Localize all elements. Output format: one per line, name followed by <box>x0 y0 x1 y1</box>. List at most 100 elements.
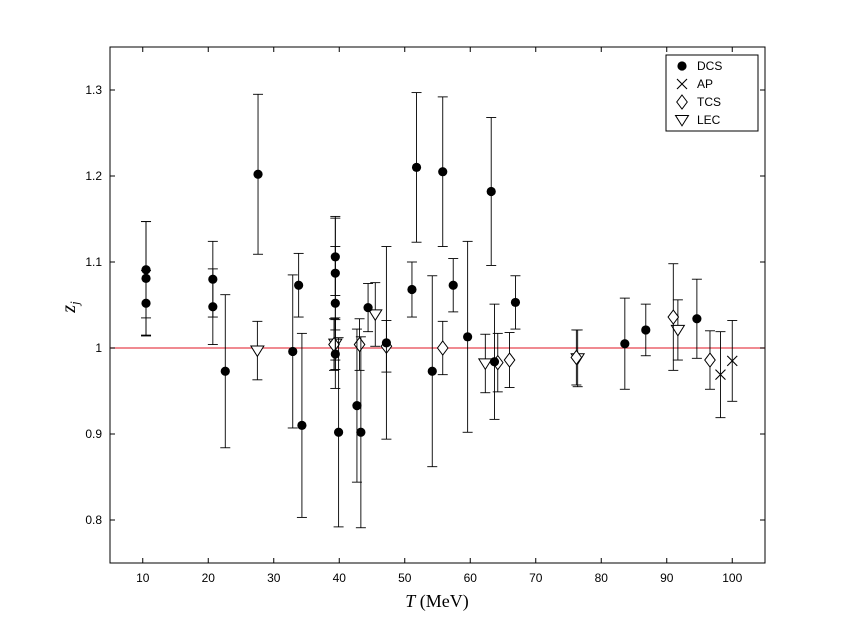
marker-dcs <box>330 349 340 359</box>
marker-dcs <box>463 332 473 342</box>
y-tick-label: 0.9 <box>85 427 102 441</box>
data-point-dcs <box>220 294 231 449</box>
data-point-tcs <box>667 263 680 371</box>
data-point-dcs <box>207 268 218 346</box>
data-point-dcs <box>330 319 341 389</box>
data-point-dcs <box>333 337 344 528</box>
x-tick-label: 70 <box>529 571 543 585</box>
data-point-ap <box>726 320 738 402</box>
x-tick-label: 20 <box>202 571 216 585</box>
marker-dcs <box>220 366 230 376</box>
data-point-dcs <box>691 278 702 359</box>
legend-label: DCS <box>697 59 722 73</box>
marker-lec <box>670 324 686 337</box>
marker-dcs <box>208 302 218 312</box>
legend-marker-tcs <box>676 94 688 110</box>
marker-dcs <box>486 186 496 197</box>
y-tick-label: 1.2 <box>85 169 102 183</box>
x-tick-label: 80 <box>595 571 609 585</box>
marker-dcs <box>352 401 362 411</box>
x-tick-label: 50 <box>398 571 412 585</box>
data-point-ap <box>715 331 726 419</box>
legend-label: TCS <box>697 95 721 109</box>
data-point-dcs <box>640 303 651 357</box>
marker-tcs <box>436 340 449 356</box>
marker-lec <box>249 345 265 358</box>
data-point-dcs <box>462 240 473 433</box>
x-tick-label: 40 <box>333 571 347 585</box>
data-point-dcs <box>486 117 497 266</box>
data-point-dcs <box>287 274 298 429</box>
legend: DCS AP TCS LEC <box>665 54 759 132</box>
marker-lec <box>477 358 493 371</box>
data-point-dcs <box>363 283 374 333</box>
data-point-dcs <box>427 275 438 468</box>
data-point-lec <box>249 320 265 381</box>
marker-dcs <box>333 427 344 437</box>
marker-dcs <box>641 325 651 335</box>
marker-dcs <box>253 169 263 179</box>
plot-area <box>109 46 766 564</box>
y-tick-label: 1.3 <box>85 83 102 97</box>
marker-dcs <box>288 346 298 357</box>
data-point-dcs <box>437 96 448 247</box>
legend-item-tcs: TCS <box>676 94 721 110</box>
data-point-dcs <box>355 336 366 529</box>
x-tick-label: 30 <box>267 571 281 585</box>
marker-dcs <box>692 314 702 324</box>
data-point-dcs <box>448 258 459 313</box>
y-tick-label: 1 <box>95 341 102 355</box>
legend-item-lec: LEC <box>674 113 721 127</box>
legend-marker-ap <box>676 78 688 90</box>
data-point-lec <box>670 299 686 361</box>
y-tick-label: 1.1 <box>85 255 102 269</box>
data-point-dcs <box>411 92 422 243</box>
data-point-lec <box>477 333 493 394</box>
marker-ap <box>726 355 738 367</box>
marker-dcs <box>438 167 448 177</box>
marker-dcs <box>427 366 437 376</box>
data-point-dcs <box>406 261 417 318</box>
y-tick-label: 0.8 <box>85 513 102 527</box>
data-point-lec <box>367 282 383 347</box>
data-point-dcs <box>619 297 630 390</box>
marker-dcs <box>356 427 366 437</box>
x-axis-label: T (MeV) <box>405 591 469 612</box>
data-point-tcs <box>570 329 583 386</box>
data-point-dcs <box>381 246 392 440</box>
marker-tcs <box>503 352 516 368</box>
data-point-dcs <box>253 93 264 255</box>
data-point-tcs <box>436 320 449 376</box>
legend-item-ap: AP <box>676 77 713 91</box>
marker-dcs <box>620 339 630 349</box>
x-tick-label: 90 <box>660 571 674 585</box>
data-point-tcs <box>704 330 716 390</box>
legend-label: AP <box>697 77 713 91</box>
x-tick-label: 100 <box>722 571 742 585</box>
legend-marker-dcs <box>677 61 687 71</box>
marker-tcs <box>667 309 680 325</box>
y-axis-label: zj <box>58 301 82 314</box>
data-point-tcs <box>503 332 516 389</box>
marker-dcs <box>510 297 521 308</box>
data-point-dcs <box>296 332 307 518</box>
marker-tcs <box>704 352 716 368</box>
data-point-dcs <box>510 275 521 330</box>
legend-item-dcs: DCS <box>677 59 722 73</box>
marker-dcs <box>407 284 417 295</box>
data-point-dcs <box>293 252 304 318</box>
marker-dcs <box>363 302 373 313</box>
marker-dcs <box>141 298 151 308</box>
x-tick-label: 10 <box>136 571 150 585</box>
x-axis: 10 20 30 40 50 60 70 80 90 100 <box>136 47 743 585</box>
data-point-dcs <box>141 270 152 337</box>
marker-dcs <box>489 357 500 367</box>
y-axis: 0.8 0.9 1 1.1 1.2 1.3 <box>85 83 765 527</box>
data-point-dcs <box>351 328 362 483</box>
data-marks <box>141 92 738 529</box>
marker-dcs <box>294 280 304 290</box>
data-point-dcs <box>489 303 500 420</box>
marker-dcs <box>448 280 458 290</box>
marker-tcs <box>570 349 583 366</box>
